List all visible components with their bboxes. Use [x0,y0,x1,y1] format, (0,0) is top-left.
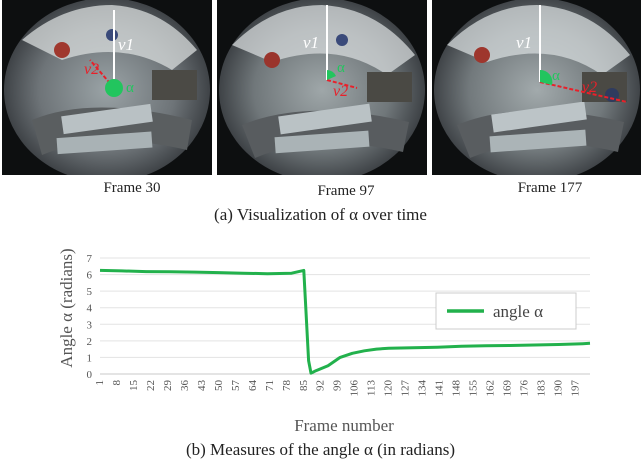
v1-label: v1 [516,33,532,52]
x-tick-label: 64 [247,380,259,392]
v2-label: v2 [333,83,348,100]
y-axis-title: Angle α (radians) [57,248,76,367]
caption-b: (b) Measures of the angle α (in radians) [185,440,455,459]
alpha-label: α [552,68,560,84]
y-tick-label: 3 [87,319,93,331]
y-tick-label: 1 [87,352,93,364]
alpha-label: α [126,80,134,96]
x-tick-label: 36 [179,380,191,392]
y-tick-labels: 0 1 2 3 4 5 6 7 [87,253,93,381]
x-tick-label: 169 [502,380,514,397]
x-tick-label: 113 [366,380,378,397]
x-tick-label: 120 [383,380,395,397]
x-tick-label: 43 [196,380,208,392]
v2-label: v2 [582,79,597,96]
frame-strip: v1 v2 α [0,0,641,175]
x-tick-label: 190 [552,380,564,397]
x-tick-label: 92 [315,380,327,391]
frame-label-177: Frame 177 [517,180,583,196]
legend-label: angle α [493,302,543,321]
x-tick-label: 99 [332,380,344,392]
y-tick-label: 4 [87,303,93,315]
y-tick-label: 0 [87,369,93,381]
x-tick-label: 15 [128,380,140,392]
x-tick-label: 127 [400,380,412,397]
series-line-angle [99,268,591,375]
x-tick-label: 162 [485,380,497,397]
x-tick-label: 78 [281,380,293,392]
x-tick-label: 71 [264,380,276,391]
v2-label: v2 [84,61,99,78]
x-tick-label: 22 [145,380,157,391]
x-tick-label: 50 [213,380,225,392]
frame-label-30: Frame 30 [103,180,161,196]
x-tick-label: 57 [230,380,242,392]
x-tick-label: 8 [111,380,123,386]
x-tick-label: 176 [519,380,531,397]
frame-image-30: v1 v2 α [2,0,212,175]
legend: angle α [435,292,577,330]
y-tick-label: 7 [87,253,93,265]
x-tick-label: 183 [535,380,547,397]
x-tick-label: 29 [162,380,174,392]
frame-label-97: Frame 97 [317,183,375,199]
alpha-label: α [337,60,345,76]
y-tick-label: 5 [87,286,93,298]
x-axis-title: Frame number [294,416,394,435]
caption-a: (a) Visualization of α over time [214,205,427,224]
frame-image-177: v1 v2 α [432,0,641,175]
x-tick-label: 134 [417,380,429,397]
x-tick-label: 155 [468,380,480,397]
v1-label: v1 [118,35,134,54]
x-tick-label: 148 [451,380,463,397]
y-tick-label: 6 [87,270,93,282]
series-lines [99,268,591,375]
x-tick-label: 1 [94,380,106,386]
y-tick-label: 2 [87,336,93,348]
frame-image-97: v1 v2 α [217,0,427,175]
x-tick-label: 197 [569,380,581,397]
x-tick-label: 141 [434,380,446,397]
x-tick-label: 85 [298,380,310,392]
x-tick-labels: 1 8 15 22 29 36 43 50 57 64 71 78 85 92 99 106 113 120 127… [94,380,581,397]
x-tick-label: 106 [349,380,361,397]
v1-label: v1 [303,33,319,52]
